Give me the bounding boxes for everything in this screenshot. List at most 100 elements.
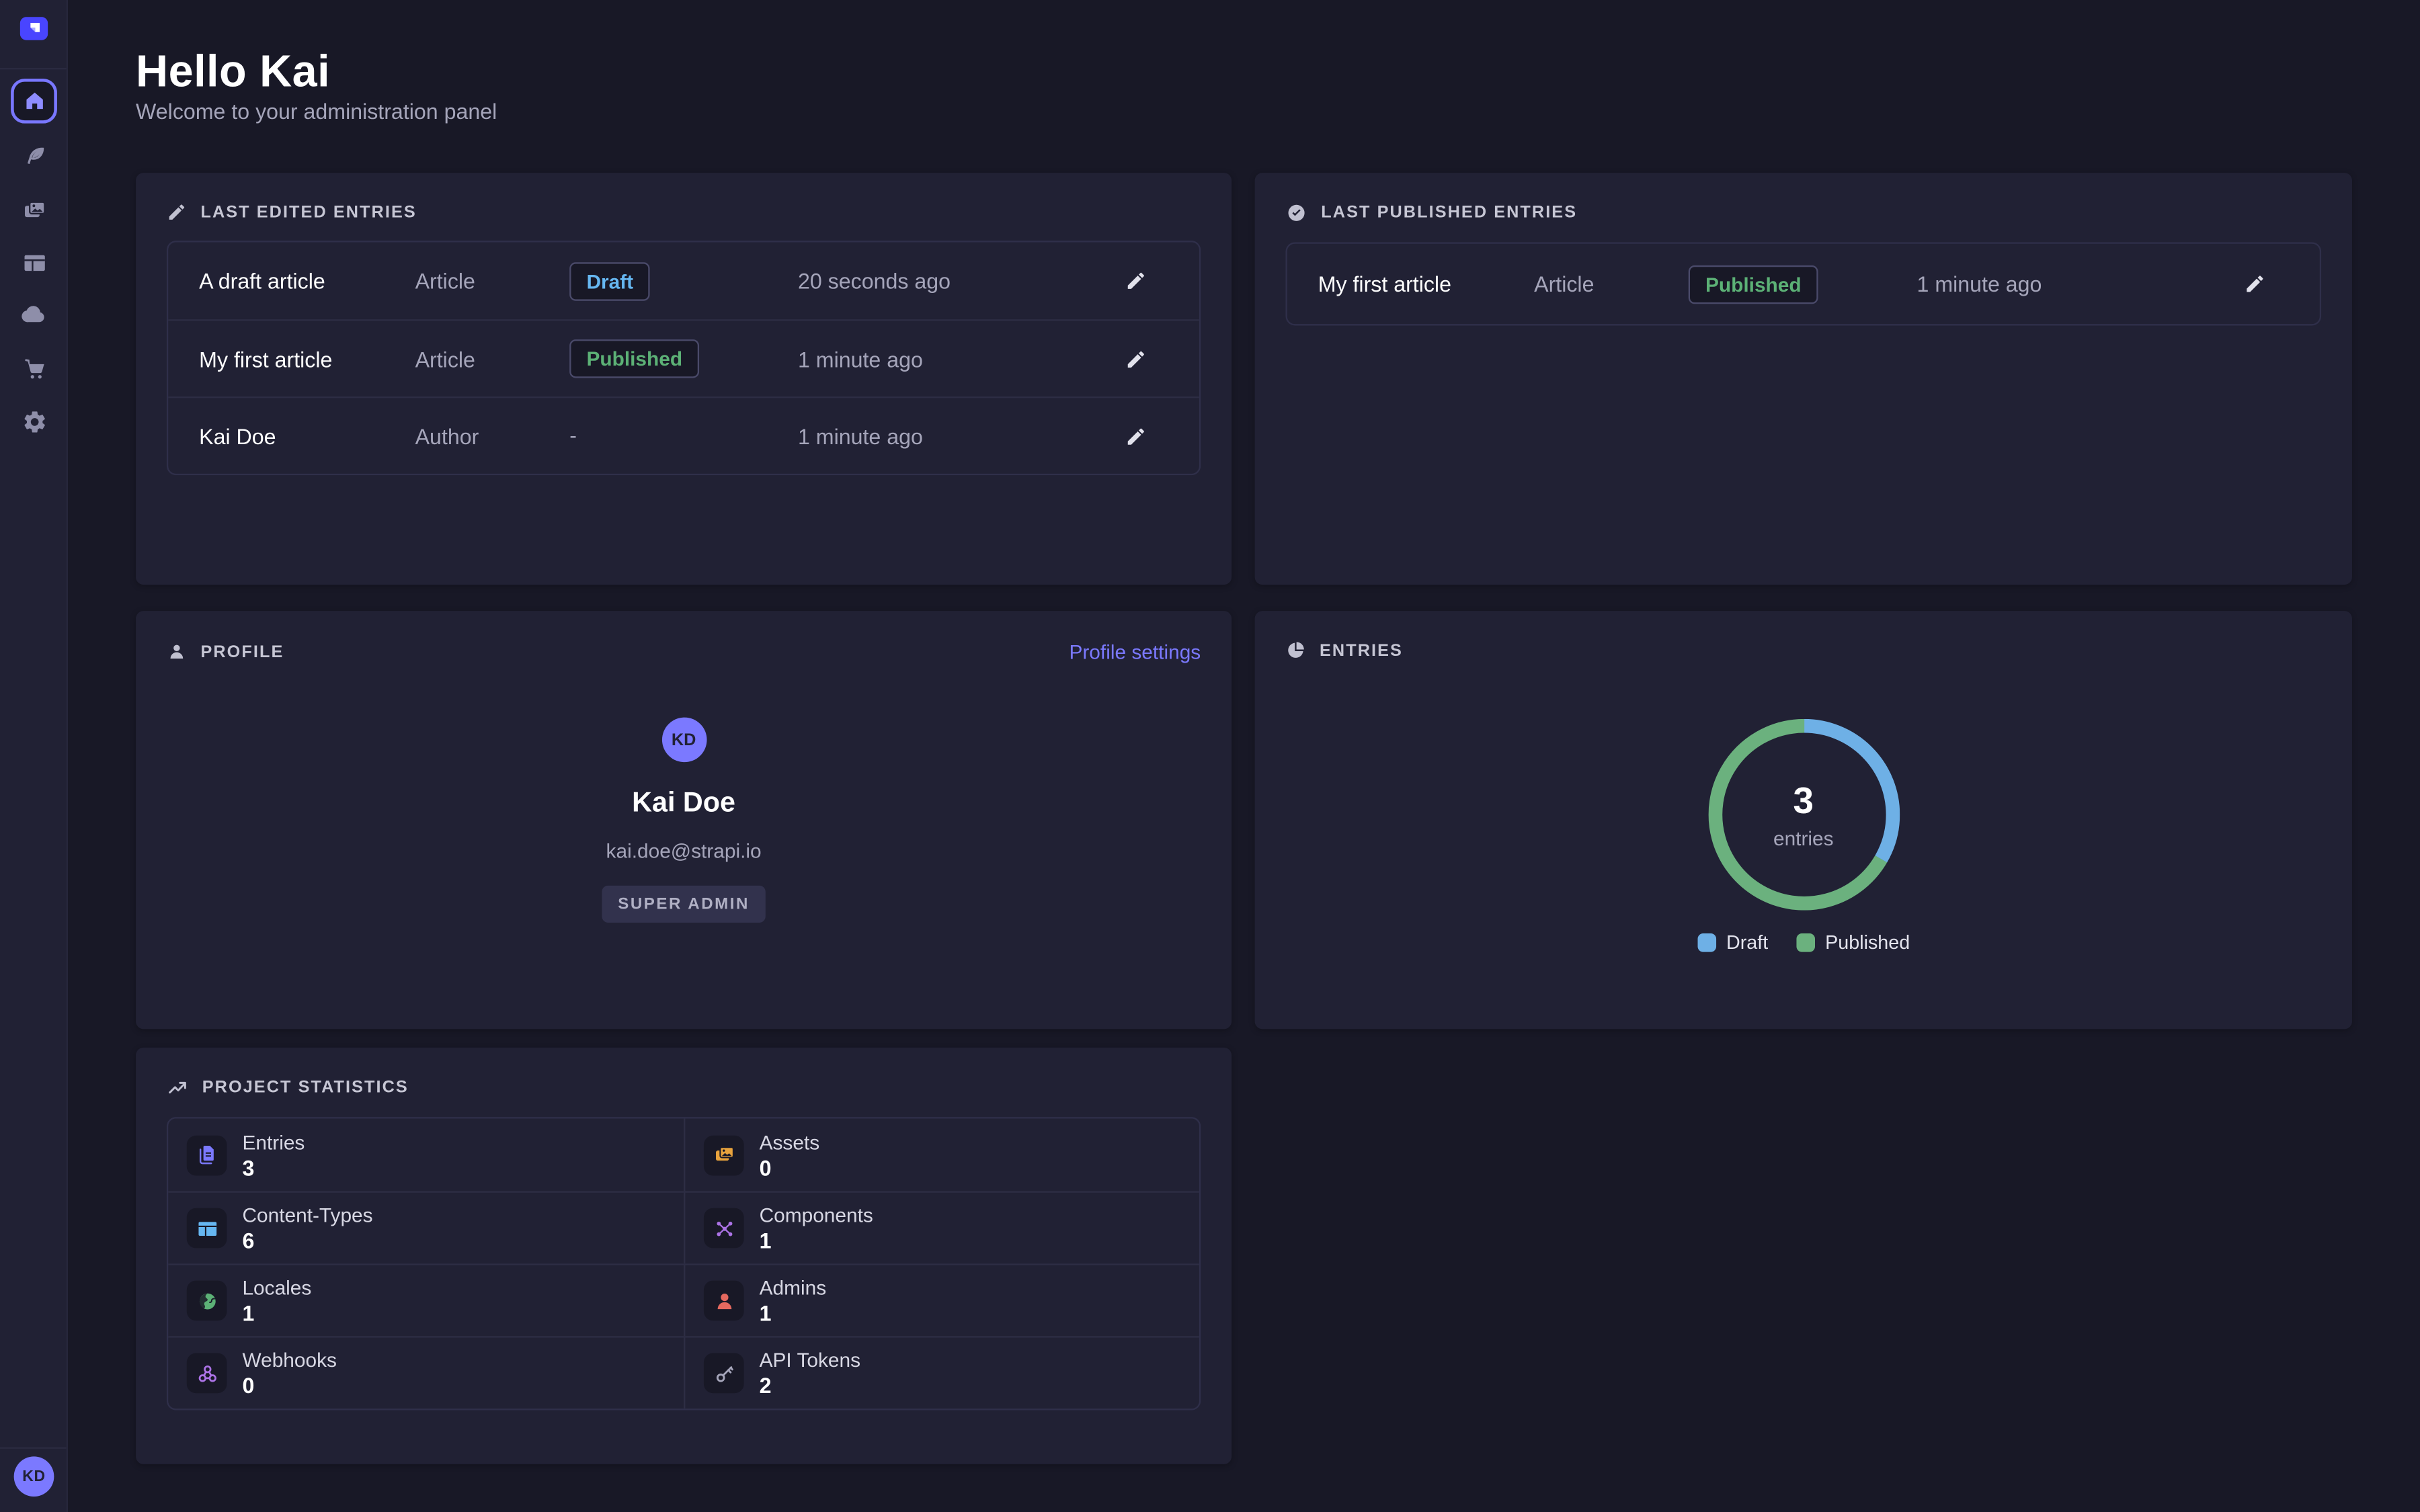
entry-time: 1 minute ago bbox=[798, 423, 1085, 448]
stat-value: 1 bbox=[242, 1300, 311, 1325]
legend-item-published: Published bbox=[1796, 932, 1910, 954]
assets-image-icon bbox=[704, 1135, 744, 1175]
last-published-entries-card: LAST PUBLISHED ENTRIES My first article … bbox=[1255, 173, 2352, 585]
published-swatch bbox=[1796, 933, 1815, 952]
stat-label: Locales bbox=[242, 1276, 311, 1299]
status-badge: Draft bbox=[569, 261, 650, 300]
stat-value: 1 bbox=[760, 1228, 873, 1253]
table-row: My first article Article Published 1 min… bbox=[1287, 244, 2320, 324]
stat-label: Assets bbox=[760, 1130, 820, 1153]
person-icon bbox=[167, 642, 187, 662]
edit-entry-button[interactable] bbox=[2238, 267, 2320, 301]
pencil-icon bbox=[1125, 270, 1147, 292]
images-icon bbox=[21, 197, 47, 223]
admins-user-icon bbox=[704, 1281, 744, 1321]
entries-card: ENTRIES 3 entries Draft P bbox=[1255, 611, 2352, 1029]
gear-icon bbox=[21, 408, 47, 434]
avatar: KD bbox=[661, 718, 707, 763]
sidebar-item-media-library[interactable] bbox=[0, 196, 68, 224]
home-icon bbox=[22, 89, 45, 112]
stat-value: 2 bbox=[760, 1373, 860, 1398]
stat-api-tokens: API Tokens 2 bbox=[684, 1336, 1199, 1409]
card-title: PROFILE bbox=[200, 642, 284, 661]
profile-email: kai.doe@strapi.io bbox=[606, 839, 762, 862]
stat-admins: Admins 1 bbox=[684, 1263, 1199, 1336]
pencil-icon bbox=[1125, 348, 1147, 370]
main-content: Hello Kai Welcome to your administration… bbox=[68, 0, 2420, 1512]
stat-label: API Tokens bbox=[760, 1349, 860, 1372]
sidebar-item-content-manager[interactable] bbox=[0, 142, 68, 169]
stat-content-types: Content-Types 6 bbox=[168, 1191, 684, 1263]
stat-label: Webhooks bbox=[242, 1349, 336, 1372]
entry-title: My first article bbox=[199, 346, 415, 371]
edit-entry-button[interactable] bbox=[1119, 419, 1199, 453]
strapi-logo[interactable] bbox=[20, 17, 48, 40]
feather-pen-icon bbox=[21, 142, 47, 169]
last-edited-entries-card: LAST EDITED ENTRIES A draft article Arti… bbox=[136, 173, 1232, 585]
stat-label: Admins bbox=[760, 1276, 827, 1299]
sidebar-item-home[interactable] bbox=[11, 79, 57, 124]
entries-file-icon bbox=[187, 1135, 227, 1175]
entry-time: 1 minute ago bbox=[798, 346, 1085, 371]
sidebar-user-avatar[interactable]: KD bbox=[14, 1456, 54, 1497]
sidebar-divider bbox=[0, 68, 67, 69]
edit-entry-button[interactable] bbox=[1119, 264, 1199, 298]
card-header: LAST PUBLISHED ENTRIES bbox=[1286, 202, 2322, 224]
stat-value: 1 bbox=[760, 1300, 827, 1325]
profile-card: PROFILE Profile settings KD Kai Doe kai.… bbox=[136, 611, 1232, 1029]
card-title: LAST EDITED ENTRIES bbox=[200, 203, 416, 222]
components-nodes-icon bbox=[704, 1208, 744, 1249]
entry-title: Kai Doe bbox=[199, 423, 415, 448]
status-badge: Published bbox=[569, 339, 699, 378]
pencil-icon bbox=[2244, 273, 2265, 294]
stat-value: 0 bbox=[242, 1373, 336, 1398]
stat-label: Content-Types bbox=[242, 1204, 372, 1226]
layout-icon bbox=[21, 249, 47, 276]
sidebar-item-deploy[interactable] bbox=[0, 301, 68, 329]
locales-globe-icon bbox=[187, 1281, 227, 1321]
pie-chart-icon bbox=[1286, 640, 1306, 661]
legend-label: Draft bbox=[1726, 932, 1768, 954]
shopping-cart-icon bbox=[21, 355, 47, 382]
profile-name: Kai Doe bbox=[632, 787, 735, 819]
status-badge: - bbox=[569, 422, 577, 447]
profile-settings-link[interactable]: Profile settings bbox=[1069, 640, 1201, 663]
stats-grid: Entries 3 Assets bbox=[167, 1117, 1201, 1410]
entry-time: 20 seconds ago bbox=[798, 268, 1085, 293]
strapi-logo-icon bbox=[26, 20, 42, 37]
entry-title: My first article bbox=[1318, 271, 1534, 296]
project-statistics-card: PROJECT STATISTICS Entries 3 bbox=[136, 1048, 1232, 1464]
sidebar-item-content-type-builder[interactable] bbox=[0, 249, 68, 276]
stat-value: 6 bbox=[242, 1228, 372, 1253]
role-badge: SUPER ADMIN bbox=[602, 886, 765, 923]
sidebar-item-marketplace[interactable] bbox=[0, 355, 68, 382]
card-header: ENTRIES bbox=[1286, 640, 2322, 661]
last-edited-table: A draft article Article Draft 20 seconds… bbox=[167, 241, 1201, 475]
pencil-icon bbox=[1125, 425, 1147, 447]
card-header: PROFILE Profile settings bbox=[167, 640, 1201, 663]
edit-entry-button[interactable] bbox=[1119, 342, 1199, 376]
sidebar-bottom-divider bbox=[0, 1447, 67, 1449]
stat-assets: Assets 0 bbox=[684, 1119, 1199, 1191]
stat-entries: Entries 3 bbox=[168, 1119, 684, 1191]
stat-webhooks: Webhooks 0 bbox=[168, 1336, 684, 1409]
status-badge: Published bbox=[1689, 265, 1818, 303]
table-row: Kai Doe Author - 1 minute ago bbox=[168, 396, 1199, 474]
webhooks-knot-icon bbox=[187, 1353, 227, 1394]
last-published-table: My first article Article Published 1 min… bbox=[1286, 242, 2322, 325]
content-types-layout-icon bbox=[187, 1208, 227, 1249]
entry-type: Article bbox=[1534, 271, 1689, 296]
entries-count-label: entries bbox=[1773, 826, 1834, 849]
card-header: PROJECT STATISTICS bbox=[167, 1077, 1201, 1099]
table-row: My first article Article Published 1 min… bbox=[168, 319, 1199, 396]
card-title: ENTRIES bbox=[1320, 641, 1403, 660]
entry-type: Article bbox=[415, 268, 570, 293]
profile-body: KD Kai Doe kai.doe@strapi.io SUPER ADMIN bbox=[167, 718, 1201, 923]
entries-count: 3 bbox=[1793, 780, 1814, 823]
trending-up-icon bbox=[167, 1077, 188, 1099]
check-circle-icon bbox=[1286, 202, 1307, 224]
card-title: PROJECT STATISTICS bbox=[202, 1079, 409, 1097]
page-subtitle: Welcome to your administration panel bbox=[136, 99, 497, 124]
sidebar-item-settings[interactable] bbox=[0, 407, 68, 435]
sidebar: KD bbox=[0, 0, 68, 1512]
